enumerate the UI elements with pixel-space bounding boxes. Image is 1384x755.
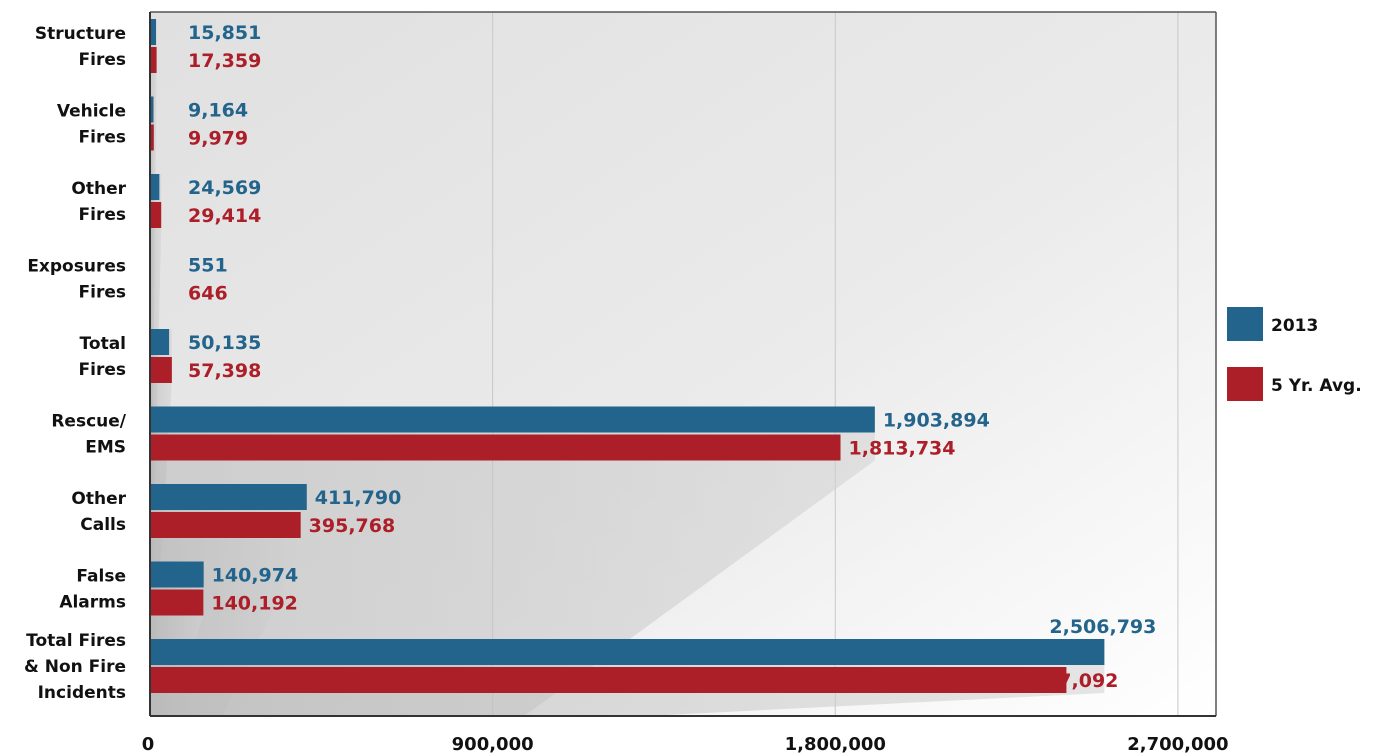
bar [150,667,1067,693]
value-label: 140,192 [211,593,298,615]
category-labels: Structure Fires Vehicle Fires Other Fires Expo… [24,24,127,703]
bar [150,96,154,123]
value-labels: 15,851 9,164 24,569 551 50,135 1,903,894 411,7… [188,22,1156,692]
bar [150,512,301,538]
category-label: Rescue/EMS [51,412,126,458]
bar [150,639,1105,665]
bar [150,19,157,45]
value-label: 9,164 [188,100,248,122]
bar [150,124,154,151]
value-label: 17,359 [188,50,261,72]
value-label: 140,974 [212,565,299,587]
x-tick-label: 0 [142,734,155,755]
bar-shadow [150,406,875,716]
value-label: 9,979 [188,128,248,150]
x-tick-label: 900,000 [452,734,534,755]
value-label: 1,903,894 [883,410,990,432]
value-label: 551 [188,255,228,277]
legend-label: 5 Yr. Avg. [1271,376,1362,396]
legend-swatch [1227,367,1263,401]
category-label: Other Calls [71,489,126,535]
category-label: False Alarms [59,567,126,613]
category-label: Other Fires [71,179,126,225]
bars [150,19,1105,693]
value-label: 29,414 [188,205,261,227]
bar [150,174,160,200]
bar [150,434,841,461]
value-label: 411,790 [315,487,402,509]
bar [150,357,172,383]
bar [150,484,307,510]
bar [150,202,162,228]
x-tick-labels: 0 900,000 1,800,000 2,700,000 [142,734,1229,755]
legend: 2013 5 Yr. Avg. [1227,307,1362,401]
category-label: Exposures Fires [27,257,126,303]
bar [150,561,204,588]
x-tick-label: 1,800,000 [785,734,886,755]
value-label: 1,813,734 [849,438,956,460]
legend-swatch [1227,307,1263,341]
value-label: 395,768 [309,515,396,537]
bar [150,47,157,73]
bar [150,406,875,433]
bar [150,329,170,355]
value-label: 2,407,092 [1011,670,1118,692]
value-label: 646 [188,283,228,305]
value-label: 50,135 [188,332,261,354]
value-label: 15,851 [188,22,261,44]
value-label: 57,398 [188,360,261,382]
category-label: Structure Fires [35,24,126,70]
value-label: 2,506,793 [1049,616,1156,638]
legend-label: 2013 [1271,316,1318,336]
category-label: Total Fires [79,334,126,380]
category-label: Total Fires & Non Fire Incidents [24,631,126,703]
category-label: Vehicle Fires [57,102,126,148]
value-label: 24,569 [188,177,261,199]
bar [150,589,204,616]
axes [149,11,1217,717]
x-tick-label: 2,700,000 [1127,734,1228,755]
